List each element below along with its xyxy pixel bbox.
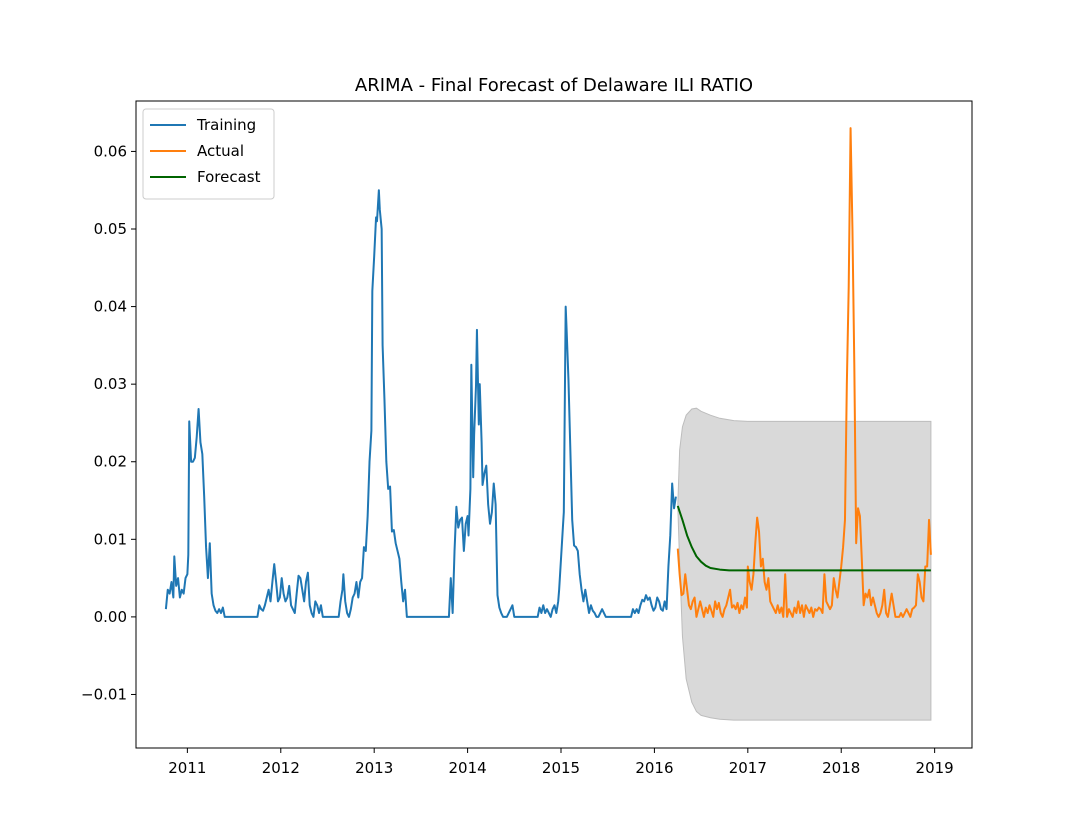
x-tick-label: 2019 xyxy=(916,759,954,777)
confidence-band xyxy=(677,407,932,721)
axes: 2011 2012 2013 2014 2015 2016 2017 2018 2019 −0.0… xyxy=(81,142,954,777)
legend: Training Actual Forecast xyxy=(142,108,275,200)
y-tick-label: 0.02 xyxy=(94,453,127,471)
y-tick-label: 0.04 xyxy=(94,298,127,316)
x-tick-label: 2017 xyxy=(729,759,767,777)
x-tick-label: 2016 xyxy=(635,759,673,777)
x-tick-label: 2011 xyxy=(168,759,206,777)
y-tick-label: −0.01 xyxy=(81,685,127,703)
x-tick-label: 2012 xyxy=(262,759,300,777)
series-line-actual xyxy=(676,127,932,618)
plot-frame xyxy=(135,100,973,749)
y-tick-label: 0.03 xyxy=(94,375,127,393)
x-tick-label: 2015 xyxy=(542,759,580,777)
series-line-forecast xyxy=(676,505,931,572)
y-tick-label: 0.00 xyxy=(94,608,127,626)
x-tick-label: 2018 xyxy=(822,759,860,777)
y-tick-label: 0.06 xyxy=(94,142,127,160)
x-tick-label: 2014 xyxy=(449,759,487,777)
plot-area xyxy=(164,127,932,721)
legend-label-actual: Actual xyxy=(197,142,244,160)
y-tick-label: 0.01 xyxy=(94,530,127,548)
chart-title: ARIMA - Final Forecast of Delaware ILI R… xyxy=(355,75,753,96)
series-line-training xyxy=(164,189,677,618)
x-tick-label: 2013 xyxy=(355,759,393,777)
y-tick-label: 0.05 xyxy=(94,220,127,238)
legend-label-forecast: Forecast xyxy=(197,168,261,186)
legend-label-training: Training xyxy=(196,116,256,134)
